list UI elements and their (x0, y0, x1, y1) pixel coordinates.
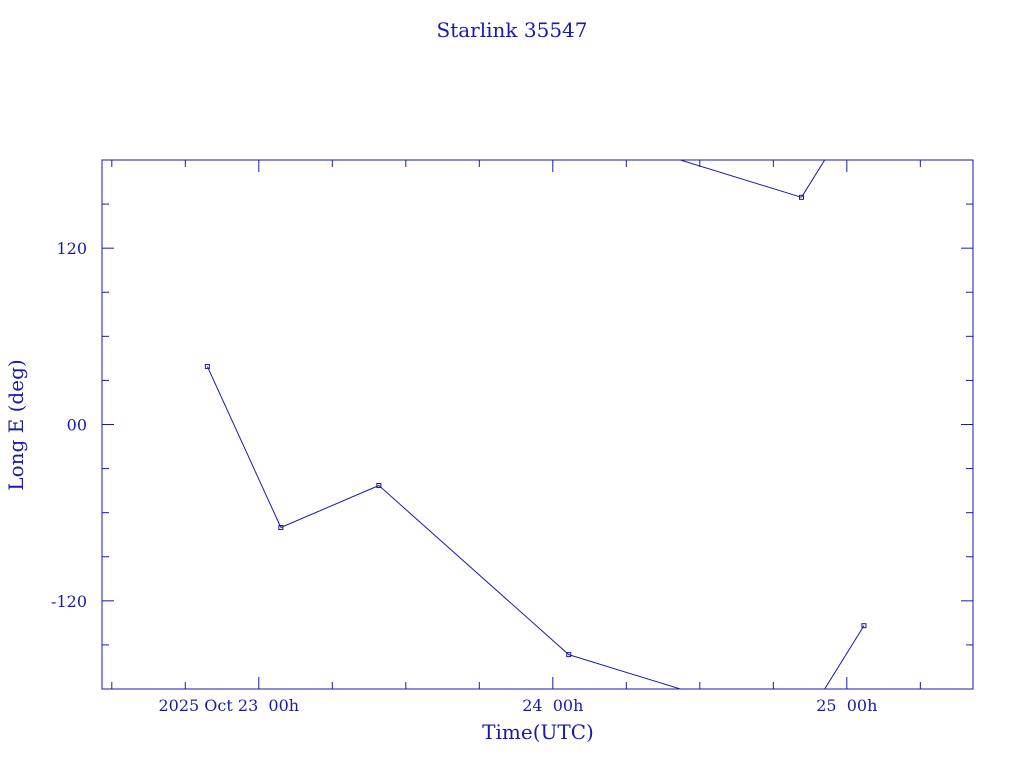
data-point (798, 194, 804, 200)
y-tick-label: 120 (56, 239, 87, 258)
series-segment (678, 160, 802, 198)
data-point (376, 482, 382, 488)
series-segment (206, 366, 282, 528)
x-tick-label: 2025 Oct 23 00h (159, 696, 300, 715)
chart-title: Starlink 35547 (437, 18, 588, 42)
series-segment (280, 485, 380, 528)
x-tick-label: 25 00h (816, 696, 877, 715)
data-point (861, 623, 867, 629)
y-tick-label: -120 (51, 592, 87, 611)
plot-frame (101, 159, 974, 690)
y-tick-label: 00 (67, 416, 87, 435)
data-point (204, 363, 210, 369)
series-segment (824, 625, 865, 689)
y-axis-label: Long E (deg) (4, 359, 28, 490)
x-axis-label: Time(UTC) (482, 720, 594, 744)
series-segment (378, 485, 570, 655)
data-point (566, 652, 572, 658)
series-segment (568, 654, 683, 689)
data-point (278, 525, 284, 531)
x-tick-label: 24 00h (522, 696, 583, 715)
series-segment (801, 160, 826, 198)
